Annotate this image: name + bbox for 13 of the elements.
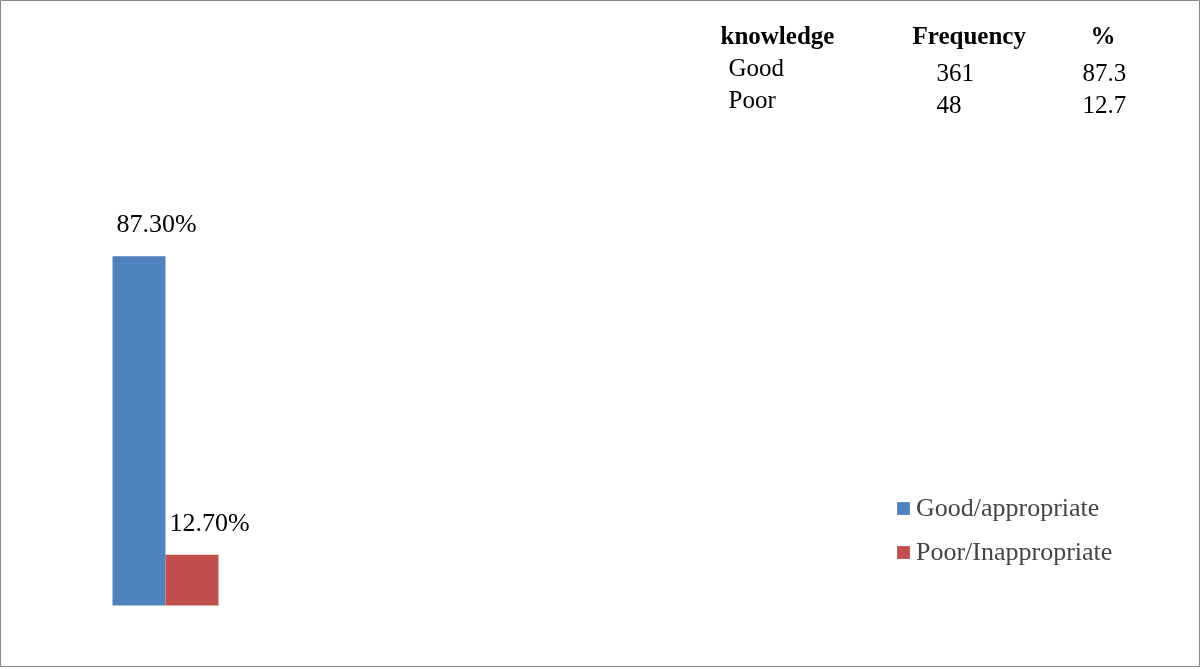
text: 12.7	[1082, 90, 1127, 118]
text: Frequency	[912, 21, 1027, 49]
legend-label: Good/appropriate	[916, 493, 1100, 523]
text: %	[1090, 21, 1116, 49]
text: 361	[936, 58, 974, 86]
text: 48	[936, 90, 962, 118]
legend-label: Poor/Inappropriate	[916, 537, 1113, 567]
data-label: 12.70%	[169, 507, 250, 537]
text: 87.3	[1082, 58, 1127, 86]
text: Good	[728, 53, 785, 81]
text: knowledge	[720, 21, 835, 49]
text: Poor	[728, 85, 777, 113]
data-label: 87.30%	[116, 209, 197, 239]
